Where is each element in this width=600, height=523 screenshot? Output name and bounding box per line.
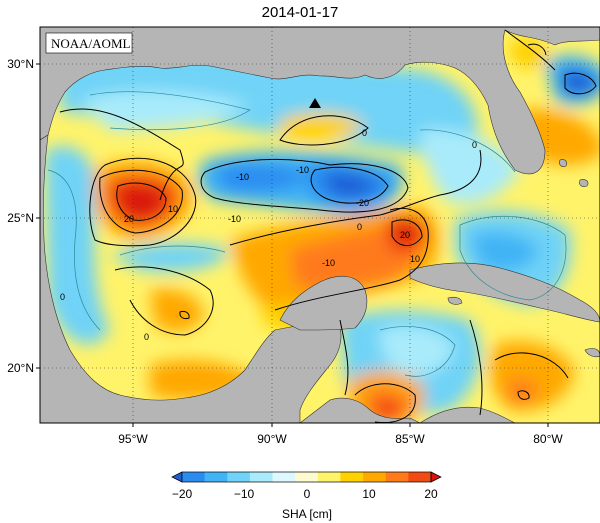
contour-label: 0 [144, 332, 149, 342]
colorbar-swatch [317, 472, 341, 482]
colorbar-swatch [408, 472, 432, 482]
colorbar-extend-high [430, 471, 442, 483]
contour-lines [47, 29, 597, 423]
map-frame [39, 26, 600, 424]
colorbar-swatch [363, 472, 387, 482]
colorbar-swatch [227, 472, 251, 482]
lat-label: 20°N [7, 361, 34, 375]
contour-label: -20 [356, 198, 369, 208]
graticule [40, 27, 600, 423]
credit-text: NOAA/AOML [51, 36, 131, 51]
colorbar-swatch [340, 472, 364, 482]
contour-label: -10 [322, 258, 335, 268]
colorbar-tick-label: −20 [172, 487, 193, 501]
lat-label: 30°N [7, 57, 34, 71]
colorbar-tick-label: −10 [234, 487, 255, 501]
lon-label: 95°W [118, 432, 148, 446]
contour-label: 0 [472, 140, 477, 150]
lon-label: 90°W [257, 432, 287, 446]
station-triangle-marker [309, 98, 321, 108]
colorbar-title: SHA [cm] [282, 507, 332, 521]
colorbar-swatch [295, 472, 319, 482]
contour-label: -10 [228, 214, 241, 224]
credit-box [45, 32, 133, 54]
colorbar-tick-label: 10 [362, 487, 376, 501]
contour-label: -10 [236, 172, 249, 182]
colorbar-swatch [385, 472, 409, 482]
contour-label: 10 [168, 204, 178, 214]
colorbar-outline [181, 471, 432, 483]
contour-label: 0 [362, 128, 367, 138]
colorbar-extend-low [171, 471, 183, 483]
axis-ticks [36, 63, 549, 427]
colorbar-tick-label: 20 [424, 487, 438, 501]
colorbar-swatch [249, 472, 273, 482]
lon-label: 85°W [395, 432, 425, 446]
map-title: 2014-01-17 [261, 4, 339, 21]
colorbar-tick-label: 0 [304, 487, 311, 501]
contour-label: 20 [400, 230, 410, 240]
colorbar [171, 471, 442, 483]
contour-label: -10 [296, 165, 309, 175]
contour-label: 10 [410, 254, 420, 264]
map-plot-area: 0 0 -10 -10 20 -10 -20 10 -10 10 20 0 0 … [40, 27, 600, 423]
colorbar-swatch [182, 472, 205, 482]
contour-label: 20 [124, 214, 134, 224]
contour-label: 0 [357, 222, 362, 232]
contour-label-group: 0 0 -10 -10 20 -10 -20 10 -10 10 20 0 0 … [60, 128, 477, 342]
contour-label: 0 [60, 292, 65, 302]
colorbar-swatch [204, 472, 228, 482]
colorbar-swatch [272, 472, 296, 482]
lon-label: 80°W [533, 432, 563, 446]
lat-label: 25°N [7, 211, 34, 225]
